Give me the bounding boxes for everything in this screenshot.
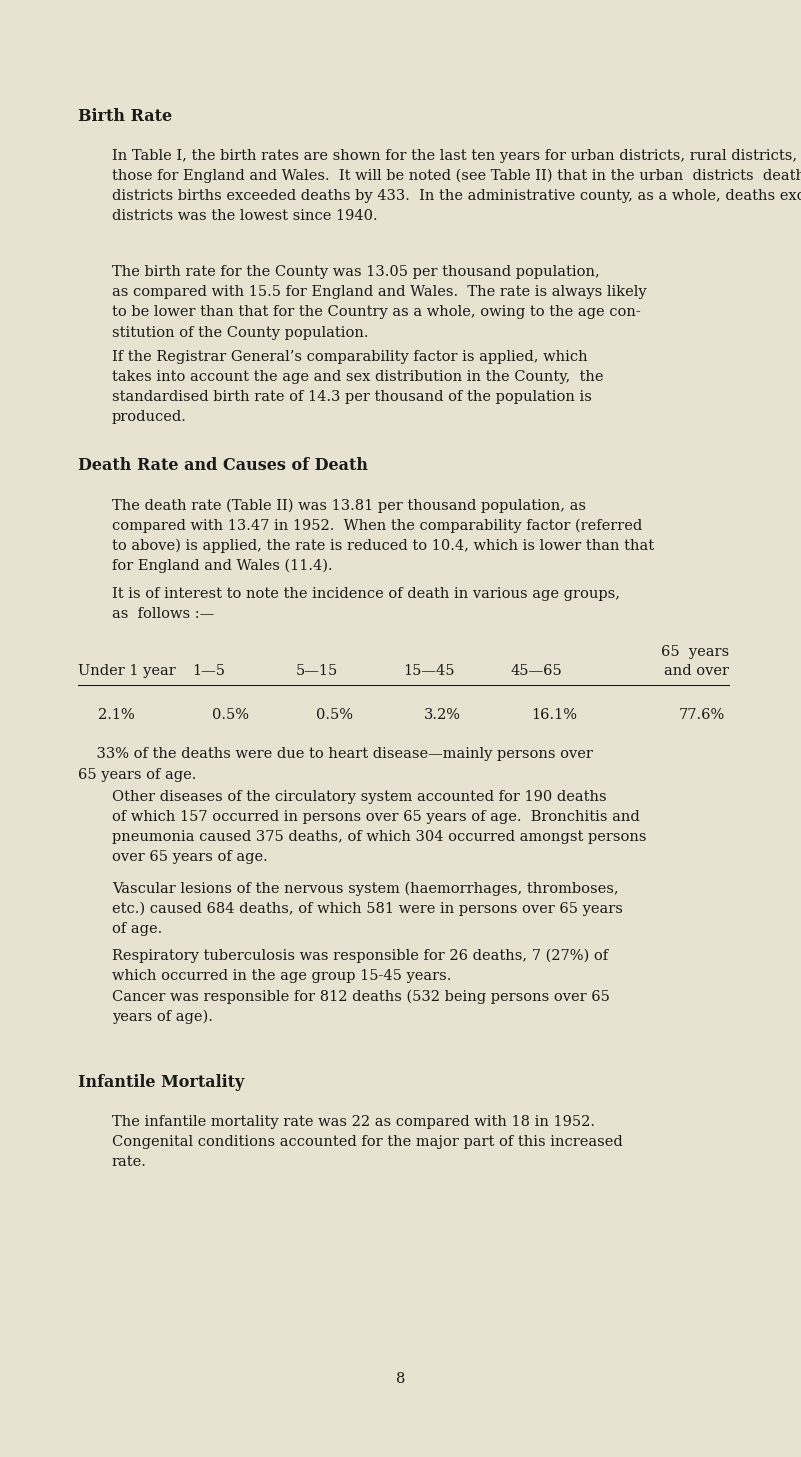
Text: pneumonia caused 375 deaths, of which 304 occurred amongst persons: pneumonia caused 375 deaths, of which 30…: [111, 830, 646, 844]
Text: standardised birth rate of 14.3 per thousand of the population is: standardised birth rate of 14.3 per thou…: [111, 390, 591, 404]
Text: Infantile Mortality: Infantile Mortality: [78, 1074, 244, 1091]
Text: years of age).: years of age).: [111, 1010, 212, 1024]
Text: for England and Wales (11.4).: for England and Wales (11.4).: [111, 558, 332, 573]
Text: Other diseases of the circulatory system accounted for 190 deaths: Other diseases of the circulatory system…: [111, 790, 606, 804]
Text: The birth rate for the County was 13.05 per thousand population,: The birth rate for the County was 13.05 …: [111, 265, 599, 280]
Text: those for England and Wales.  It will be noted (see Table II) that in the urban : those for England and Wales. It will be …: [111, 169, 801, 184]
Text: 16.1%: 16.1%: [531, 708, 577, 723]
Text: The death rate (Table II) was 13.81 per thousand population, as: The death rate (Table II) was 13.81 per …: [111, 498, 586, 513]
Text: as compared with 15.5 for England and Wales.  The rate is always likely: as compared with 15.5 for England and Wa…: [111, 286, 646, 299]
Text: In Table I, the birth rates are shown for the last ten years for urban districts: In Table I, the birth rates are shown fo…: [111, 149, 801, 163]
Text: Death Rate and Causes of Death: Death Rate and Causes of Death: [78, 457, 368, 475]
Text: 15—45: 15—45: [404, 664, 455, 679]
Text: The infantile mortality rate was 22 as compared with 18 in 1952.: The infantile mortality rate was 22 as c…: [111, 1115, 594, 1129]
Text: Congenital conditions accounted for the major part of this increased: Congenital conditions accounted for the …: [111, 1135, 622, 1148]
Text: to be lower than that for the Country as a whole, owing to the age con-: to be lower than that for the Country as…: [111, 306, 640, 319]
Text: districts births exceeded deaths by 433.  In the administrative county, as a who: districts births exceeded deaths by 433.…: [111, 189, 801, 203]
Text: 3.2%: 3.2%: [424, 708, 461, 723]
Text: 65  years: 65 years: [661, 645, 729, 660]
Text: rate.: rate.: [111, 1155, 147, 1169]
Text: over 65 years of age.: over 65 years of age.: [111, 849, 268, 864]
Text: 33% of the deaths were due to heart disease—mainly persons over: 33% of the deaths were due to heart dise…: [78, 747, 593, 762]
Text: 45—65: 45—65: [511, 664, 562, 679]
Text: 77.6%: 77.6%: [678, 708, 725, 723]
Text: Vascular lesions of the nervous system (haemorrhages, thromboses,: Vascular lesions of the nervous system (…: [111, 881, 618, 896]
Text: 5—15: 5—15: [296, 664, 338, 679]
Text: Respiratory tuberculosis was responsible for 26 deaths, 7 (27%) of: Respiratory tuberculosis was responsible…: [111, 949, 608, 963]
Text: 0.5%: 0.5%: [316, 708, 353, 723]
Text: etc.) caused 684 deaths, of which 581 were in persons over 65 years: etc.) caused 684 deaths, of which 581 we…: [111, 902, 622, 916]
Text: districts was the lowest since 1940.: districts was the lowest since 1940.: [111, 208, 377, 223]
Text: of age.: of age.: [111, 922, 162, 935]
Text: which occurred in the age group 15-45 years.: which occurred in the age group 15-45 ye…: [111, 969, 451, 982]
Text: 8: 8: [396, 1372, 405, 1387]
Text: 65 years of age.: 65 years of age.: [78, 768, 196, 781]
Text: of which 157 occurred in persons over 65 years of age.  Bronchitis and: of which 157 occurred in persons over 65…: [111, 810, 639, 823]
Text: compared with 13.47 in 1952.  When the comparability factor (referred: compared with 13.47 in 1952. When the co…: [111, 519, 642, 533]
Text: as  follows :—: as follows :—: [111, 608, 214, 621]
Text: takes into account the age and sex distribution in the County,  the: takes into account the age and sex distr…: [111, 370, 603, 383]
Text: produced.: produced.: [111, 409, 187, 424]
Text: It is of interest to note the incidence of death in various age groups,: It is of interest to note the incidence …: [111, 587, 620, 602]
Text: Birth Rate: Birth Rate: [78, 108, 172, 125]
Text: stitution of the County population.: stitution of the County population.: [111, 325, 368, 339]
Text: If the Registrar General’s comparability factor is applied, which: If the Registrar General’s comparability…: [111, 350, 587, 364]
Text: 1—5: 1—5: [192, 664, 225, 679]
Text: and over: and over: [664, 664, 729, 679]
Text: to above) is applied, the rate is reduced to 10.4, which is lower than that: to above) is applied, the rate is reduce…: [111, 539, 654, 554]
Text: 0.5%: 0.5%: [212, 708, 249, 723]
Text: Under 1 year: Under 1 year: [78, 664, 175, 679]
Text: Cancer was responsible for 812 deaths (532 being persons over 65: Cancer was responsible for 812 deaths (5…: [111, 989, 610, 1004]
Text: 2.1%: 2.1%: [98, 708, 135, 723]
